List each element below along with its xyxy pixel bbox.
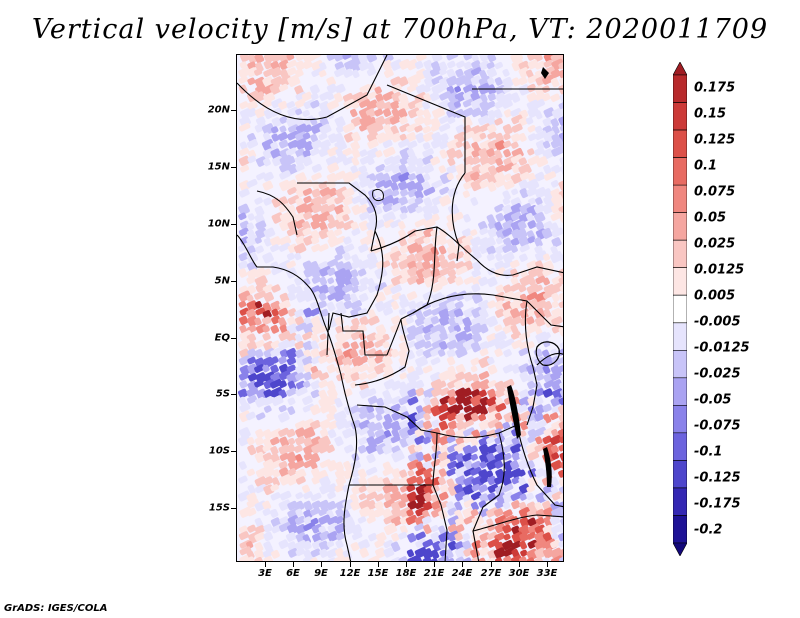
colorbar-swatch (673, 377, 687, 406)
lon-label: 21E (423, 568, 445, 579)
lake-tanganyika (507, 385, 521, 439)
lat-tick (231, 338, 236, 339)
lon-tick (547, 562, 548, 567)
colorbar-label: 0.125 (694, 132, 736, 148)
lon-tick (406, 562, 407, 567)
lon-label: 24E (451, 568, 473, 579)
vertical-velocity-field (237, 55, 563, 561)
colorbar-label: 0.1 (694, 158, 718, 174)
lon-tick (350, 562, 351, 567)
colorbar-label: 0.005 (694, 288, 736, 304)
lon-label: 9E (314, 568, 328, 579)
lat-label: 15N (207, 161, 230, 173)
lat-label: 15S (208, 502, 230, 514)
lake-chad (372, 188, 384, 202)
colorbar-label: -0.0125 (694, 340, 750, 356)
lon-tick (293, 562, 294, 567)
colorbar-swatch (673, 294, 687, 324)
lon-tick (265, 562, 266, 567)
colorbar-swatch (673, 157, 687, 186)
colorbar-swatch (673, 405, 687, 434)
colorbar (673, 62, 687, 556)
lon-label: 15E (367, 568, 389, 579)
colorbar-label: -0.025 (694, 366, 741, 382)
lake-victoria (535, 341, 560, 366)
lat-label: 5S (215, 388, 230, 400)
grads-credit: GrADS: IGES/COLA (4, 603, 108, 614)
colorbar-label: -0.2 (694, 522, 723, 538)
lon-tick (434, 562, 435, 567)
colorbar-swatch (673, 62, 687, 76)
lon-tick (491, 562, 492, 567)
lat-label: 10N (207, 218, 230, 230)
colorbar-swatch (673, 239, 687, 269)
colorbar-swatch (673, 515, 687, 544)
colorbar-label: -0.075 (694, 418, 741, 434)
map-panel (236, 54, 564, 562)
lat-tick (231, 451, 236, 452)
lat-label: 5N (214, 275, 230, 287)
colorbar-label: -0.1 (694, 444, 723, 460)
colorbar-swatch (673, 129, 687, 158)
colorbar-label: -0.005 (694, 314, 741, 330)
lon-tick (321, 562, 322, 567)
lat-tick (231, 110, 236, 111)
lon-label: 33E (536, 568, 558, 579)
colorbar-label: -0.05 (694, 392, 732, 408)
lon-label: 27E (480, 568, 502, 579)
lat-label: 20N (207, 104, 230, 116)
lon-label: 6E (286, 568, 300, 579)
lon-label: 30E (508, 568, 530, 579)
colorbar-swatch (673, 432, 687, 461)
lat-tick (231, 167, 236, 168)
colorbar-swatch (673, 322, 687, 351)
lat-tick (231, 224, 236, 225)
lon-label: 3E (258, 568, 272, 579)
colorbar-swatch (673, 74, 687, 103)
lake-malawi (543, 447, 552, 487)
colorbar-label: 0.175 (694, 80, 736, 96)
country-borders (237, 55, 563, 561)
colorbar-label: 0.025 (694, 236, 736, 252)
lon-tick (519, 562, 520, 567)
lat-tick (231, 394, 236, 395)
lon-tick (462, 562, 463, 567)
lat-label: EQ (214, 332, 230, 344)
colorbar-swatch (673, 102, 687, 131)
colorbar-swatch (673, 460, 687, 489)
colorbar-label: 0.075 (694, 184, 736, 200)
chart-title: Vertical velocity [m/s] at 700hPa, VT: 2… (31, 14, 769, 45)
colorbar-swatch (673, 542, 687, 556)
colorbar-label: 0.0125 (694, 262, 745, 278)
lon-label: 12E (339, 568, 361, 579)
colorbar-swatch (673, 487, 687, 516)
lat-label: 10S (208, 445, 230, 457)
lon-label: 18E (395, 568, 417, 579)
west-coastline (237, 234, 358, 561)
colorbar-label: 0.15 (694, 106, 727, 122)
lat-tick (231, 281, 236, 282)
colorbar-label: -0.175 (694, 496, 741, 512)
colorbar-swatch (673, 349, 687, 379)
lon-tick (378, 562, 379, 567)
colorbar-swatch (673, 184, 687, 213)
colorbar-swatch (673, 212, 687, 241)
lat-tick (231, 508, 236, 509)
colorbar-swatch (673, 267, 687, 296)
colorbar-label: 0.05 (694, 210, 727, 226)
colorbar-label: -0.125 (694, 470, 741, 486)
